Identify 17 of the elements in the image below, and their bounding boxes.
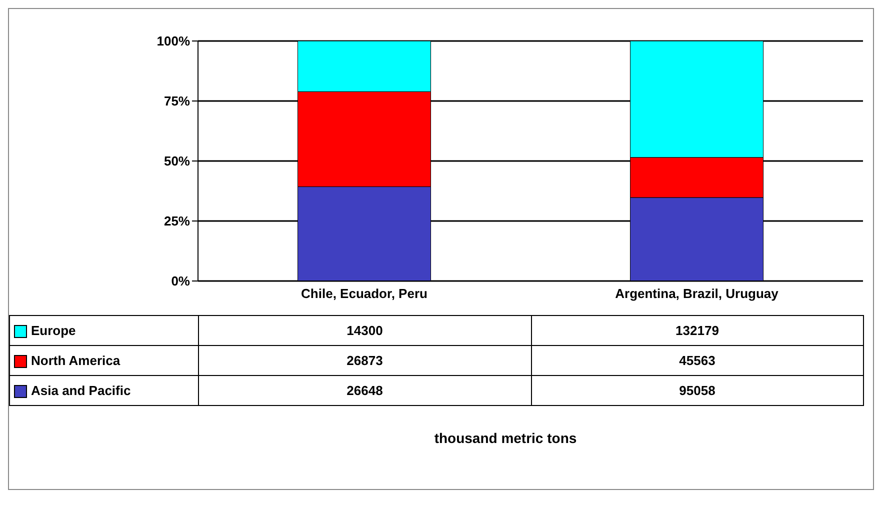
text: 14300: [198, 316, 531, 346]
text: 45563: [531, 346, 864, 376]
legend-label: Asia and Pacific: [31, 384, 131, 399]
text: 26648: [198, 376, 531, 406]
x-tick-label: Chile, Ecuador, Peru: [301, 286, 428, 302]
legend-label: Europe: [31, 324, 76, 339]
y-tick-label: 50%: [164, 154, 190, 169]
y-tick-label: 0%: [171, 274, 190, 289]
text: 95058: [531, 376, 864, 406]
y-tick-label: 100%: [156, 34, 190, 49]
text: 26873: [198, 346, 531, 376]
x-tick-label: Argentina, Brazil, Uruguay: [615, 286, 780, 302]
text: thousand metric tons: [433, 430, 578, 446]
y-tick-label: 75%: [164, 94, 190, 109]
text: 132179: [531, 316, 864, 346]
y-tick-label: 25%: [164, 214, 190, 229]
legend-label: North America: [31, 354, 120, 369]
